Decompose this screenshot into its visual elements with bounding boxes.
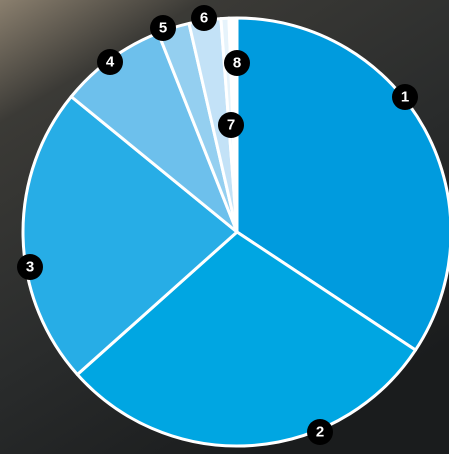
slice-label: 8 (233, 55, 241, 72)
slice-label: 6 (200, 10, 208, 27)
slice-label: 2 (316, 424, 324, 441)
slice-label: 7 (227, 117, 235, 134)
slice-label: 3 (26, 259, 34, 276)
pie (23, 18, 449, 446)
slice-label: 5 (159, 20, 167, 37)
slice-label: 4 (106, 54, 115, 71)
slice-label: 1 (401, 89, 409, 106)
chart: 1 2 3 4 5 6 7 8 (0, 0, 449, 454)
